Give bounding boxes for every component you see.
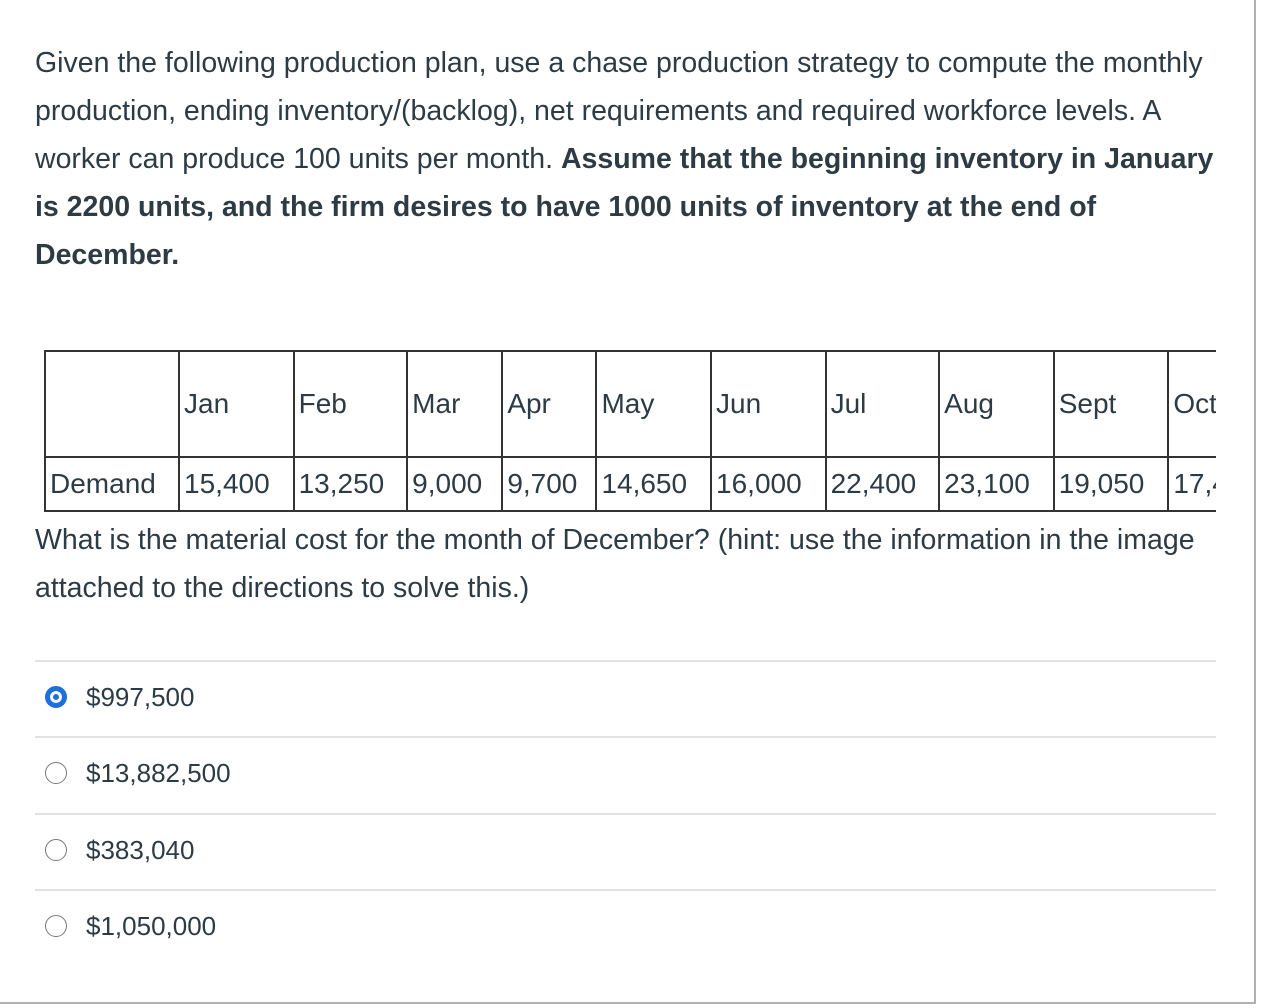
corner-cell <box>44 350 181 458</box>
month-header: Aug <box>938 350 1055 458</box>
question: What is the material cost for the month … <box>35 524 1195 604</box>
month-header: Sept <box>1052 350 1170 458</box>
intro: Given the following production plan, use… <box>35 39 1215 279</box>
radio-button[interactable] <box>45 686 67 708</box>
demand-cell: 17,4 <box>1167 456 1216 512</box>
demand-cell: 19,050 <box>1052 456 1170 512</box>
table-wrap: Jan Feb Mar Apr May Jun Jul Aug Sept Oct Demand 15… <box>44 350 1216 512</box>
option-label[interactable]: $997,500 <box>86 682 195 712</box>
demand-row: Demand 15,400 13,250 9,000 9,700 14,650 16,000… <box>44 456 1216 512</box>
radio-button[interactable] <box>45 762 67 785</box>
demand-cell: 22,400 <box>824 456 941 512</box>
intro-text: Given the following production plan, use… <box>35 47 1203 175</box>
option[interactable]: $13,882,500 <box>35 736 1216 814</box>
demand-cell: 15,400 <box>178 456 295 512</box>
demand-cell: 13,250 <box>292 456 409 512</box>
option-label[interactable]: $1,050,000 <box>86 910 217 941</box>
intro-bold: Assume that the beginning inventory in J… <box>35 143 1214 271</box>
month-header: Feb <box>292 350 409 458</box>
option[interactable]: $383,040 <box>35 812 1216 891</box>
month-header: Jan <box>178 350 295 458</box>
option-label[interactable]: $13,882,500 <box>86 758 231 789</box>
table: Jan Feb Mar Apr May Jun Jul Aug Sept Oct Demand 15… <box>44 350 1216 512</box>
demand-cell: 16,000 <box>710 456 827 512</box>
option-label[interactable]: $383,040 <box>86 834 195 865</box>
demand-cell: 23,100 <box>938 456 1055 512</box>
month-header: Jun <box>710 350 827 458</box>
demand-cell: 14,650 <box>595 456 713 512</box>
radio-button[interactable] <box>45 838 67 861</box>
demand-cell: 9,000 <box>406 456 504 512</box>
month-header: Jul <box>824 350 941 458</box>
month-header: May <box>595 350 713 458</box>
demand-cell: 9,700 <box>501 456 598 512</box>
row-label: Demand <box>44 456 181 512</box>
option[interactable]: $997,500 <box>35 660 1216 738</box>
month-header: Apr <box>501 350 598 458</box>
header-row: Jan Feb Mar Apr May Jun Jul Aug Sept Oct <box>44 350 1216 458</box>
month-header: Oct <box>1167 350 1216 458</box>
month-header: Mar <box>406 350 504 458</box>
radio-button[interactable] <box>45 914 67 937</box>
option[interactable]: $1,050,000 <box>35 888 1216 967</box>
